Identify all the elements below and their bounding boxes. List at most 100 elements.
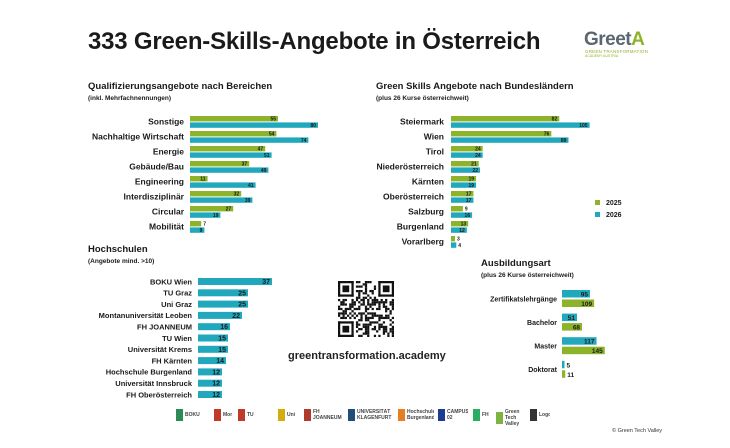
bar xyxy=(451,152,483,158)
qr-module xyxy=(344,310,347,313)
partner-logo: FH JOANNEUM xyxy=(304,409,344,429)
qr-module xyxy=(378,294,394,297)
qr-module xyxy=(338,321,341,337)
qr-module xyxy=(362,312,365,315)
qr-module xyxy=(373,312,377,315)
data-label: 12 xyxy=(459,228,465,234)
chart-title-1: Green Skills Angebote nach Bundesländern xyxy=(376,81,574,92)
qr-module xyxy=(338,307,341,311)
qr-module xyxy=(355,285,359,288)
category-label: TU Wien xyxy=(162,334,192,343)
category-label: Hochschule Burgenland xyxy=(106,368,193,377)
partner-logo-mark-icon xyxy=(398,409,405,421)
category-label: Sonstige xyxy=(148,117,184,127)
data-label: 89 xyxy=(561,138,567,144)
qr-module xyxy=(364,285,368,288)
qr-module xyxy=(349,316,352,320)
qr-module xyxy=(340,312,343,315)
qr-module xyxy=(360,312,363,315)
qr-module xyxy=(362,325,365,329)
bar xyxy=(562,299,595,307)
qr-code-icon[interactable] xyxy=(338,281,394,337)
qr-module xyxy=(346,307,350,311)
data-label: 19 xyxy=(469,176,475,182)
qr-module xyxy=(373,334,377,337)
qr-module xyxy=(364,289,368,293)
bar xyxy=(451,176,477,182)
category-label: Wien xyxy=(424,132,444,142)
brand-subtitle-2: ACADEMY AUSTRIA xyxy=(585,54,619,58)
bar xyxy=(190,191,242,197)
qr-module xyxy=(378,303,381,306)
qr-module xyxy=(355,321,359,324)
category-label: Vorarlberg xyxy=(402,237,444,247)
qr-module xyxy=(358,323,361,326)
qr-module xyxy=(362,323,365,326)
data-label: 19 xyxy=(469,183,475,189)
category-label: FH Oberösterreich xyxy=(126,390,192,399)
category-label: Doktorat xyxy=(528,367,557,374)
qr-module xyxy=(367,281,370,284)
academy-url-link[interactable]: greentransformation.academy xyxy=(288,350,446,362)
qr-module xyxy=(358,292,361,295)
qr-module xyxy=(387,334,390,337)
data-label: 4 xyxy=(458,243,461,249)
partner-logo: BOKU xyxy=(176,409,206,429)
qr-module xyxy=(373,296,377,299)
qr-module xyxy=(385,301,388,304)
category-label: Nachhaltige Wirtschaft xyxy=(92,132,184,142)
bar xyxy=(198,357,226,365)
qr-module xyxy=(385,328,388,331)
category-label: Gebäude/Bau xyxy=(129,162,184,172)
qr-module xyxy=(391,321,394,324)
qr-module xyxy=(342,325,350,333)
bar xyxy=(198,323,230,331)
qr-module xyxy=(387,332,390,335)
qr-module xyxy=(358,328,361,331)
qr-module xyxy=(364,296,368,299)
qr-module xyxy=(355,281,359,284)
partner-logo-mark-icon xyxy=(214,409,221,421)
qr-module xyxy=(387,314,390,317)
qr-module xyxy=(353,301,356,304)
qr-module xyxy=(367,334,370,337)
qr-module xyxy=(351,298,354,302)
category-label: Universität Krems xyxy=(128,345,192,354)
qr-module xyxy=(367,298,370,302)
data-label: 109 xyxy=(581,301,592,308)
bar xyxy=(562,313,578,322)
qr-module xyxy=(364,314,368,317)
data-label: 41 xyxy=(248,183,254,189)
qr-module xyxy=(380,314,383,317)
qr-module xyxy=(364,330,368,333)
bar xyxy=(190,167,269,173)
data-label: 3 xyxy=(457,236,460,242)
qr-module xyxy=(373,298,377,302)
qr-module xyxy=(369,281,372,284)
qr-module xyxy=(355,325,359,329)
bar xyxy=(562,323,583,331)
qr-module xyxy=(378,281,394,284)
qr-module xyxy=(373,314,377,317)
qr-module xyxy=(351,321,354,337)
qr-module xyxy=(342,314,345,317)
data-label: 16 xyxy=(220,324,228,331)
partner-logo-label: Hochschule Burgenland xyxy=(407,409,434,421)
chart-title-0: Qualifizierungsangebote nach Bereichen xyxy=(88,81,272,92)
partner-logo-label: Logo xyxy=(539,412,550,418)
data-label: 11 xyxy=(200,176,206,182)
qr-module xyxy=(373,285,377,288)
qr-module xyxy=(382,328,386,331)
qr-module xyxy=(364,328,368,331)
qr-module xyxy=(342,312,345,315)
qr-module xyxy=(378,328,381,331)
qr-module xyxy=(367,328,370,331)
qr-module xyxy=(351,281,354,297)
bar xyxy=(451,242,457,248)
qr-module xyxy=(385,330,388,333)
qr-module xyxy=(367,330,370,333)
qr-module xyxy=(364,319,368,322)
qr-module xyxy=(369,312,372,315)
bar xyxy=(562,346,605,355)
qr-module xyxy=(380,323,383,326)
